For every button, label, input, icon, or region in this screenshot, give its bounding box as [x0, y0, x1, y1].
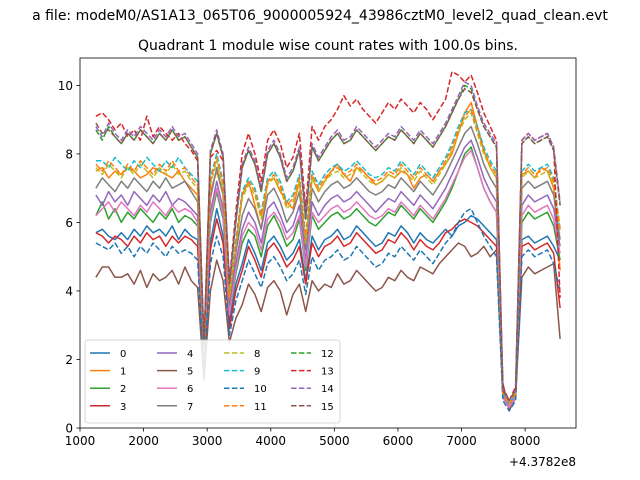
legend-label-1: 1: [120, 367, 126, 378]
series-line-12: [95, 84, 561, 402]
x-tick-label: 8000: [510, 434, 541, 448]
legend-label-15: 15: [321, 402, 334, 413]
series-line-1: [95, 101, 561, 405]
y-axis: 0 2 4 6 8 10: [58, 79, 80, 436]
legend-label-5: 5: [187, 367, 193, 378]
legend-label-8: 8: [254, 349, 260, 360]
legend-label-2: 2: [120, 384, 126, 395]
series-line-5: [95, 242, 561, 412]
series-line-14: [95, 81, 561, 402]
x-tick-label: 3000: [192, 434, 223, 448]
x-tick-label: 4000: [255, 434, 286, 448]
y-tick-label: 0: [65, 422, 73, 436]
series-line-10: [95, 207, 561, 412]
x-tick-label: 2000: [128, 434, 159, 448]
series-line-9: [95, 108, 561, 405]
x-tick-label: 1000: [65, 434, 96, 448]
chart-title: Quadrant 1 module wise count rates with …: [138, 38, 518, 54]
series-line-3: [95, 218, 561, 409]
legend-label-13: 13: [321, 367, 334, 378]
legend-label-6: 6: [187, 384, 193, 395]
x-tick-label: 7000: [446, 434, 477, 448]
y-tick-label: 10: [58, 79, 73, 93]
x-tick-label: 6000: [383, 434, 414, 448]
legend-label-11: 11: [254, 402, 267, 413]
y-tick-label: 6: [65, 216, 73, 230]
x-offset-label: +4.3782e8: [509, 455, 576, 469]
y-tick-label: 4: [65, 284, 73, 298]
figure-suptitle: a file: modeM0/AS1A13_065T06_9000005924_…: [32, 8, 608, 24]
legend-label-9: 9: [254, 367, 260, 378]
legend-label-12: 12: [321, 349, 334, 360]
series-line-7: [95, 125, 561, 405]
series-line-13: [95, 70, 561, 402]
series-line-11: [95, 108, 561, 405]
legend-label-7: 7: [187, 402, 193, 413]
series-layer: [95, 70, 561, 412]
legend-label-4: 4: [187, 349, 193, 360]
legend-label-14: 14: [321, 384, 334, 395]
series-line-4: [95, 139, 561, 405]
plot-frame: [79, 57, 577, 429]
y-tick-label: 8: [65, 147, 73, 161]
legend-label-0: 0: [120, 349, 126, 360]
x-axis: 1000 2000 3000 4000 5000 6000 7000 8000: [65, 428, 541, 448]
legend-box: [84, 339, 341, 424]
series-line-15: [95, 88, 561, 402]
legend-label-10: 10: [254, 384, 267, 395]
series-line-0: [95, 207, 561, 409]
x-tick-label: 5000: [319, 434, 350, 448]
series-line-6: [95, 149, 561, 409]
y-tick-label: 2: [65, 353, 73, 367]
legend-label-3: 3: [120, 402, 126, 413]
